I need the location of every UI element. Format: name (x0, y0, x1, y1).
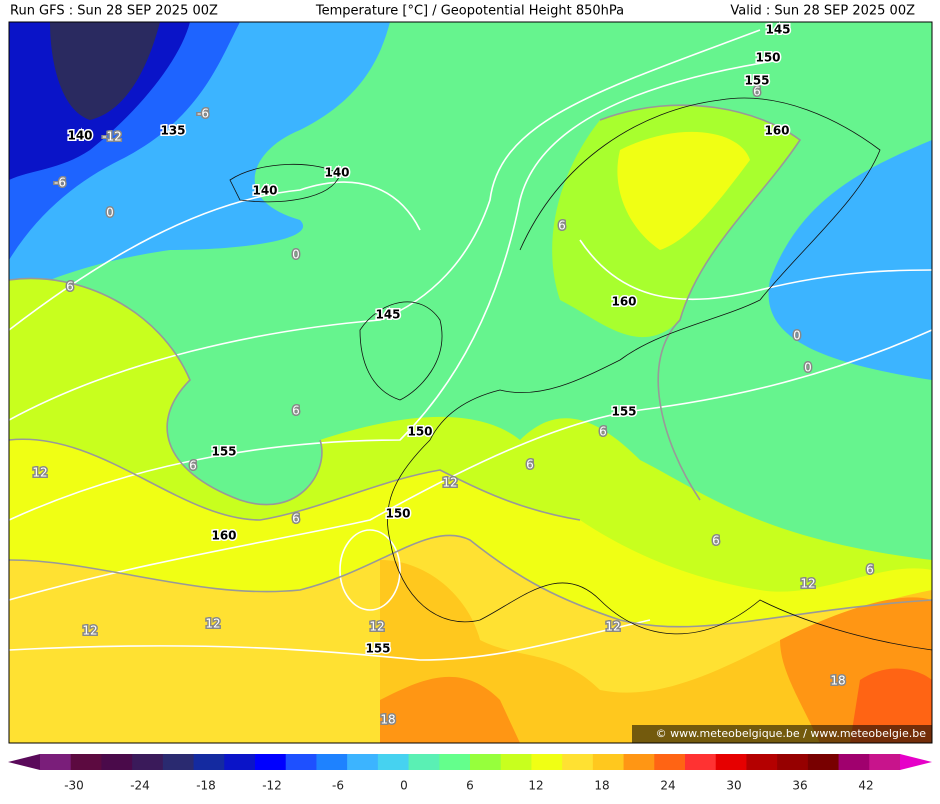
temp-label: 12 (369, 620, 384, 634)
height-label: 155 (365, 642, 390, 656)
colorbar-segment (777, 754, 809, 770)
temp-label: 0 (292, 248, 300, 262)
colorbar-label: 42 (858, 779, 873, 793)
temp-label: 12 (82, 624, 97, 638)
colorbar-segment (224, 754, 256, 770)
colorbar-segment (500, 754, 532, 770)
height-label: 145 (765, 23, 790, 37)
colorbar-arrow (8, 754, 40, 770)
height-label: 155 (611, 405, 636, 419)
colorbar-segment (439, 754, 471, 770)
colorbar-arrow (900, 754, 932, 770)
height-label: 155 (744, 74, 769, 88)
height-label: 150 (407, 425, 432, 439)
colorbar-segment (101, 754, 133, 770)
temp-label: 0 (804, 361, 812, 375)
temp-label: 6 (526, 458, 534, 472)
colorbar-label: -18 (196, 779, 216, 793)
colorbar-segment (347, 754, 379, 770)
colorbar-label: -24 (130, 779, 150, 793)
colorbar-segment (623, 754, 655, 770)
height-label: 150 (755, 51, 780, 65)
temp-label: 6 (712, 534, 720, 548)
colorbar-segment (377, 754, 410, 770)
temp-label: 6 (189, 459, 197, 473)
temp-label: 0 (106, 206, 114, 220)
temp-label: -6 (54, 176, 66, 190)
colorbar-segment (255, 754, 287, 770)
colorbar-segment (132, 754, 164, 770)
temp-label: 18 (830, 674, 845, 688)
height-label: 140 (67, 129, 92, 143)
colorbar-segment (685, 754, 717, 770)
watermark: © www.meteobelgique.be / www.meteobelgie… (656, 727, 927, 740)
temp-label: 6 (753, 85, 761, 99)
temp-label: -6 (197, 107, 209, 121)
colorbar: -30 -24 -18 -12 -6 0 6 12 18 24 30 36 42 (8, 754, 932, 793)
colorbar-segment (531, 754, 563, 770)
temp-label: 6 (558, 219, 566, 233)
colorbar-label: -30 (64, 779, 84, 793)
temp-label: 12 (32, 466, 47, 480)
colorbar-segment (592, 754, 625, 770)
height-label: 160 (611, 295, 636, 309)
colorbar-segment (746, 754, 778, 770)
height-label: 160 (211, 529, 236, 543)
temp-label: 6 (292, 404, 300, 418)
valid-label: Valid : Sun 28 SEP 2025 00Z (730, 4, 915, 19)
colorbar-label: 30 (726, 779, 741, 793)
height-label: 135 (160, 124, 185, 138)
colorbar-label: 12 (528, 779, 543, 793)
contour-labels: -6 -12 -6 0 0 6 6 6 0 0 6 6 6 6 12 12 6 6 6 12 12 12 12 12 18 18 1… (31, 21, 875, 728)
temp-label: 0 (793, 329, 801, 343)
height-label: 160 (764, 124, 789, 138)
temp-label: -12 (102, 130, 122, 144)
temp-label: 6 (292, 512, 300, 526)
map-title: Temperature [°C] / Geopotential Height 8… (315, 4, 624, 19)
colorbar-label: 0 (400, 779, 408, 793)
colorbar-segment (838, 754, 870, 770)
colorbar-segment (40, 754, 72, 770)
temp-label: 6 (599, 425, 607, 439)
colorbar-segment (562, 754, 594, 770)
map-field (9, 22, 932, 743)
temp-contours (9, 104, 932, 628)
watermark-bg (632, 725, 932, 743)
colorbar-label: -12 (262, 779, 282, 793)
colorbar-segment (193, 754, 225, 770)
colorbar-segment (654, 754, 686, 770)
colorbar-segment (285, 754, 317, 770)
height-label: 155 (211, 445, 236, 459)
temp-label: 12 (605, 620, 620, 634)
temp-label: 6 (866, 563, 874, 577)
colorbar-segment (162, 754, 195, 770)
temp-label: 18 (380, 713, 395, 727)
coastlines (229, 97, 932, 651)
height-label: 145 (375, 308, 400, 322)
map-frame (8, 21, 933, 744)
colorbar-segment (470, 754, 502, 770)
run-label: Run GFS : Sun 28 SEP 2025 00Z (10, 4, 218, 19)
colorbar-segment (408, 754, 440, 770)
height-contours (9, 29, 932, 661)
temp-label: 6 (66, 280, 74, 294)
temp-label: 12 (205, 617, 220, 631)
colorbar-segment (715, 754, 747, 770)
colorbar-label: 36 (792, 779, 807, 793)
temp-label: 12 (800, 577, 815, 591)
colorbar-label: 18 (594, 779, 609, 793)
colorbar-segment (316, 754, 348, 770)
colorbar-segment (70, 754, 102, 770)
colorbar-label: 6 (466, 779, 474, 793)
colorbar-label: -6 (332, 779, 344, 793)
colorbar-segment (807, 754, 840, 770)
temp-label: 12 (442, 476, 457, 490)
colorbar-segment (869, 754, 901, 770)
height-label: 140 (324, 166, 349, 180)
colorbar-label: 24 (660, 779, 675, 793)
height-label: 140 (252, 184, 277, 198)
height-label: 150 (385, 507, 410, 521)
